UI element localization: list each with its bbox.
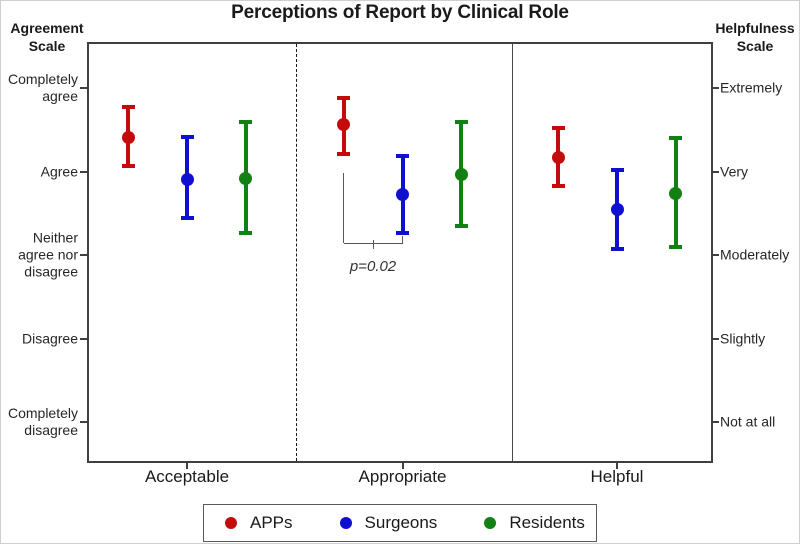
error-bar-cap-bottom bbox=[669, 244, 682, 249]
left-axis-tick bbox=[80, 170, 88, 173]
error-bar-cap-top bbox=[669, 136, 682, 141]
data-point-dot bbox=[551, 150, 565, 164]
data-point-dot bbox=[239, 171, 252, 185]
left-axis-tick bbox=[80, 254, 88, 256]
x-category-label: Appropriate bbox=[358, 467, 447, 486]
right-axis-tick-label: Slightly bbox=[720, 330, 766, 346]
plot-area bbox=[87, 42, 713, 463]
left-axis-tick bbox=[80, 421, 88, 423]
right-axis-tick-label: Not at all bbox=[720, 413, 776, 430]
x-category-label: Helpful bbox=[590, 467, 644, 486]
right-axis-tick bbox=[713, 254, 719, 256]
legend-item: APPs bbox=[225, 513, 293, 533]
left-axis-tick-label: Completely disagree bbox=[7, 405, 78, 438]
left-axis-tick-label: Completely agree bbox=[7, 71, 78, 104]
error-bar-cap-top bbox=[610, 167, 624, 172]
data-point-dot bbox=[610, 203, 624, 217]
x-axis-tick bbox=[401, 463, 404, 469]
error-bar-cap-top bbox=[337, 96, 350, 101]
left-axis-tick-label: Agree bbox=[40, 163, 78, 179]
x-axis-tick bbox=[616, 463, 618, 469]
right-axis-tick bbox=[713, 421, 719, 423]
legend: APPs Surgeons Residents bbox=[203, 504, 597, 542]
p-value-label: p=0.02 bbox=[349, 258, 397, 275]
right-axis-tick-label: Extremely bbox=[720, 79, 783, 96]
right-axis-tick bbox=[713, 337, 719, 340]
significance-bracket bbox=[343, 173, 344, 243]
legend-item-label: Residents bbox=[509, 513, 585, 532]
error-bar-cap-top bbox=[396, 154, 409, 159]
left-axis-tick-label: Neither agree nor disagree bbox=[18, 229, 78, 280]
right-axis-tick bbox=[713, 170, 719, 173]
left-axis-title: Agreement Scale bbox=[10, 20, 84, 54]
data-point-dot bbox=[454, 167, 468, 181]
x-axis-tick bbox=[186, 463, 188, 469]
error-bar-cap-bottom bbox=[337, 151, 350, 156]
x-category-label: Acceptable bbox=[144, 467, 230, 486]
error-bar-cap-top bbox=[551, 126, 565, 131]
right-axis-tick bbox=[713, 87, 719, 89]
error-bar-cap-bottom bbox=[610, 247, 624, 252]
error-bar-cap-top bbox=[454, 120, 468, 125]
error-bar-cap-bottom bbox=[454, 223, 468, 228]
error-bar-cap-bottom bbox=[396, 231, 409, 236]
legend-item: Surgeons bbox=[339, 513, 438, 533]
data-point-dot bbox=[180, 172, 194, 186]
left-axis-tick-label: Disagree bbox=[21, 330, 78, 346]
significance-bracket bbox=[372, 240, 374, 249]
chart-title: Perceptions of Report by Clinical Role bbox=[231, 2, 569, 23]
legend-item-label: APPs bbox=[250, 513, 293, 532]
data-point-dot bbox=[337, 118, 350, 132]
error-bar-cap-top bbox=[180, 135, 194, 140]
data-point-dot bbox=[396, 187, 409, 201]
error-bar-cap-bottom bbox=[121, 164, 135, 169]
error-bar-cap-top bbox=[239, 120, 252, 125]
significance-bracket bbox=[402, 236, 403, 243]
panel-divider bbox=[512, 44, 513, 461]
legend-marker-dot bbox=[339, 517, 352, 529]
panel-divider bbox=[296, 44, 297, 461]
legend-item-label: Surgeons bbox=[364, 513, 438, 532]
right-axis-tick-label: Very bbox=[720, 163, 749, 179]
error-bar-cap-bottom bbox=[239, 231, 252, 236]
legend-marker-dot bbox=[484, 517, 497, 529]
right-axis-tick-label: Moderately bbox=[720, 246, 790, 263]
error-bar-cap-top bbox=[121, 105, 135, 110]
legend-marker-dot bbox=[225, 517, 237, 529]
left-axis-tick bbox=[80, 87, 88, 89]
error-bar-cap-bottom bbox=[180, 216, 194, 221]
error-bar-cap-bottom bbox=[551, 183, 565, 188]
legend-item: Residents bbox=[484, 513, 585, 533]
data-point-dot bbox=[121, 130, 135, 144]
data-point-dot bbox=[669, 186, 682, 200]
right-axis-title: Helpfulness Scale bbox=[715, 20, 795, 54]
left-axis-tick bbox=[80, 337, 88, 340]
